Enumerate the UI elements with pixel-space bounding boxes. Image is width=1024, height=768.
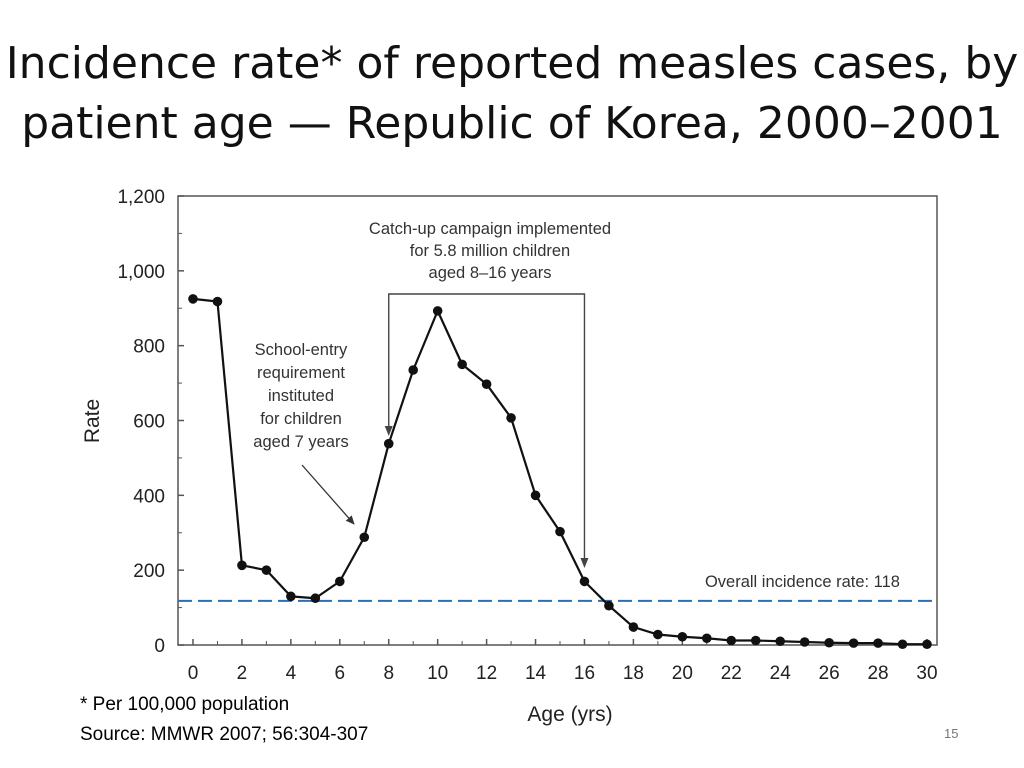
catchup-bracket (388, 293, 586, 566)
data-point (702, 633, 712, 644)
data-point (922, 639, 932, 650)
y-tick-label: 600 (133, 412, 165, 433)
page-number: 15 (944, 726, 959, 741)
y-tick-label: 0 (154, 636, 165, 657)
data-point (335, 576, 345, 587)
data-point (261, 565, 272, 575)
data-point (799, 637, 810, 647)
x-tick-label: 24 (770, 663, 792, 684)
school-entry-annotation-line: requirement (257, 364, 345, 382)
data-point (604, 600, 614, 611)
y-tick-label: 200 (133, 561, 165, 582)
title-line-1: Incidence rate* of reported measles case… (5, 38, 1019, 89)
x-axis-title: Age (yrs) (527, 703, 612, 726)
title-line-2: patient age — Republic of Korea, 2000–20… (21, 98, 1003, 149)
data-point (677, 631, 688, 642)
data-point (726, 635, 737, 646)
y-tick-label: 800 (133, 337, 165, 358)
catchup-arrow-right (580, 558, 589, 568)
data-point (653, 629, 663, 640)
x-tick-label: 8 (383, 663, 394, 684)
y-axis-title: Rate (81, 399, 104, 443)
x-tick-label: 4 (286, 663, 297, 684)
x-tick-label: 28 (867, 663, 888, 684)
data-point (628, 622, 639, 632)
data-point (873, 638, 883, 648)
y-tick-label: 1,200 (117, 187, 165, 208)
data-point (897, 639, 908, 650)
school-entry-arrow (301, 464, 355, 525)
catchup-annotation-line: aged 8–16 years (429, 264, 552, 282)
x-tick-label: 26 (819, 663, 840, 684)
data-point (212, 296, 223, 307)
y-tick-label: 400 (133, 486, 165, 507)
data-point (383, 438, 394, 449)
x-tick-label: 30 (916, 663, 937, 684)
x-tick-label: 6 (335, 663, 346, 684)
x-tick-label: 20 (672, 663, 693, 684)
data-point (775, 636, 785, 647)
footnote-per-population: * Per 100,000 population (80, 694, 290, 715)
x-tick-label: 2 (237, 663, 248, 684)
catchup-annotation-line: Catch-up campaign implemented (369, 220, 611, 238)
catchup-arrow-left (384, 426, 393, 436)
data-point (359, 532, 370, 543)
school-entry-annotation-line: instituted (268, 387, 334, 405)
data-point (555, 526, 565, 537)
source-citation: Source: MMWR 2007; 56:304-307 (80, 724, 369, 745)
data-point (286, 591, 296, 602)
data-point (848, 638, 859, 648)
x-tick-label: 18 (623, 663, 644, 684)
data-point (408, 365, 419, 375)
catchup-annotation-line: for 5.8 million children (410, 242, 571, 260)
x-tick-label: 12 (476, 663, 497, 684)
data-point (188, 294, 198, 304)
data-point (530, 490, 541, 501)
x-tick-label: 22 (721, 663, 742, 684)
x-tick-label: 10 (427, 663, 448, 684)
x-tick-label: 0 (188, 663, 199, 684)
data-point (824, 637, 834, 648)
school-entry-annotation-line: for children (260, 410, 342, 428)
overall-incidence-label: Overall incidence rate: 118 (705, 573, 900, 591)
data-point (481, 379, 492, 390)
footnote-block: * Per 100,000 population Source: MMWR 20… (80, 690, 368, 750)
x-tick-label: 14 (525, 663, 547, 684)
data-point (237, 560, 247, 571)
school-entry-annotation-line: aged 7 years (253, 433, 348, 451)
data-point (457, 359, 467, 370)
data-point (750, 635, 761, 646)
school-entry-annotation-line: School-entry (255, 341, 348, 359)
x-tick-label: 16 (574, 663, 595, 684)
y-tick-label: 1,000 (117, 262, 165, 283)
slide-title: Incidence rate* of reported measles case… (0, 34, 1024, 154)
data-point (506, 413, 516, 423)
data-point (432, 306, 443, 316)
data-point (310, 593, 321, 604)
data-point (579, 576, 590, 587)
